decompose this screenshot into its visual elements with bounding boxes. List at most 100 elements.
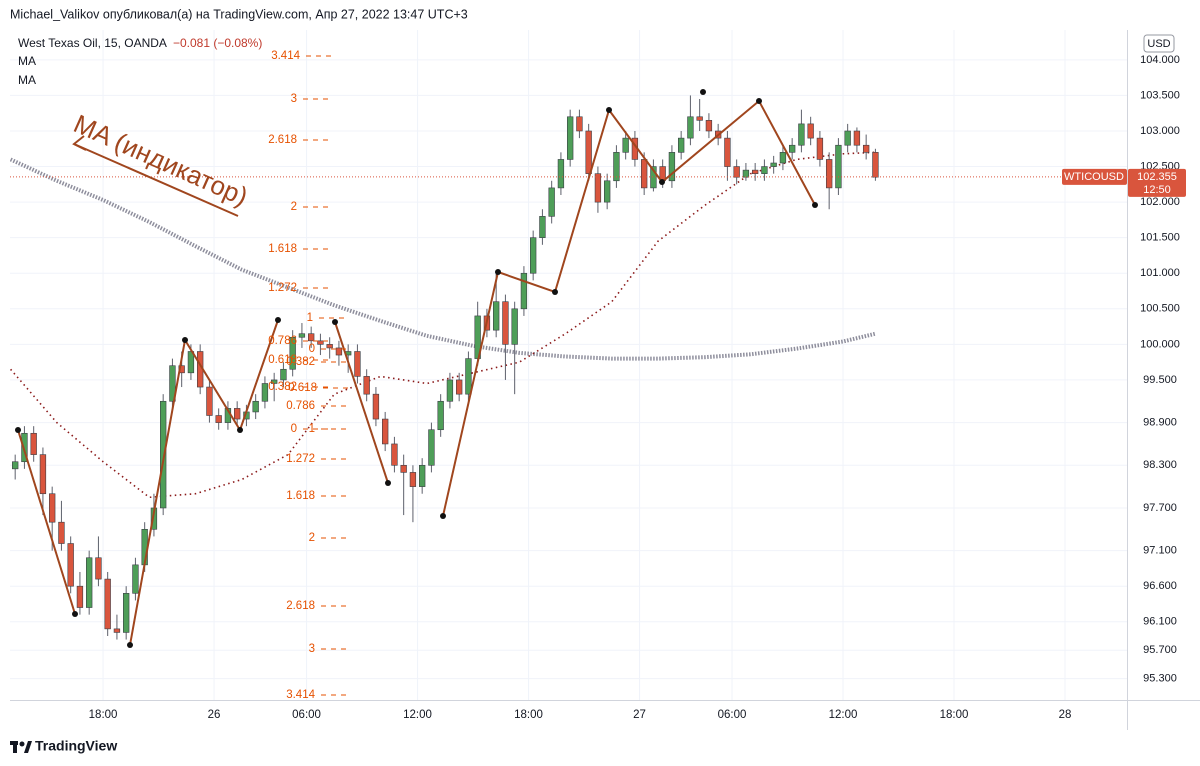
fib-levels: 3.41432.61821.6181.27210.78600.6180.3820… xyxy=(268,50,353,701)
candle-body xyxy=(529,237,537,274)
y-tick-label: 103.000 xyxy=(1140,125,1180,137)
candle-body xyxy=(335,347,343,356)
candle-body xyxy=(30,432,37,455)
pivot-dot xyxy=(659,179,665,185)
price-label: 102.355 xyxy=(1137,171,1177,183)
axes: 104.000103.500103.000102.500102.000101.5… xyxy=(89,54,1180,721)
candle-body xyxy=(86,557,93,608)
candle-body xyxy=(67,543,74,587)
candle-body xyxy=(252,400,259,413)
candle-body xyxy=(650,166,657,189)
legend-title: West Texas Oil, 15, OANDA −0.081 (−0.08%) xyxy=(18,36,262,50)
currency-button[interactable] xyxy=(1143,34,1175,53)
y-tick-label: 98.300 xyxy=(1143,459,1177,471)
candle-body xyxy=(576,116,583,132)
candle-body xyxy=(872,152,879,178)
candle-body xyxy=(446,379,454,402)
symbol-title: West Texas Oil, 15, OANDA xyxy=(18,36,167,50)
fib-label: 3.414 xyxy=(286,689,315,701)
candle-body xyxy=(844,130,851,146)
candle-body xyxy=(539,216,546,238)
candle-body xyxy=(326,344,333,349)
candle-body xyxy=(58,521,65,544)
candle-body xyxy=(613,152,620,182)
candle-body xyxy=(215,415,222,423)
candle-body xyxy=(95,557,102,580)
grid xyxy=(10,30,1127,700)
candle-body xyxy=(594,173,602,203)
pivot-dot xyxy=(812,202,818,208)
candle-body xyxy=(816,137,824,160)
y-tick-label: 95.300 xyxy=(1143,673,1177,685)
candle-body xyxy=(298,333,306,338)
candle-body xyxy=(113,628,121,633)
fib-label: 3 xyxy=(309,643,315,655)
arrow-head xyxy=(72,135,87,151)
fib-label: 0.382 xyxy=(268,381,297,393)
pivot-dot xyxy=(237,427,243,433)
candle-body xyxy=(742,169,750,178)
price-tag xyxy=(1128,168,1186,197)
candle-body xyxy=(502,301,509,345)
candle-body xyxy=(825,159,833,189)
candle-body xyxy=(668,152,676,182)
y-tick-label: 95.700 xyxy=(1143,644,1177,656)
y-tick-label: 99.500 xyxy=(1143,374,1177,386)
fib-label: 0.618 xyxy=(288,382,317,394)
header-text: Michael_Valikov опубликовал(а) на Tradin… xyxy=(10,7,468,21)
candle-body xyxy=(566,116,574,160)
fib-label: 1.272 xyxy=(286,453,315,465)
annotation-arrow xyxy=(72,135,239,217)
legend-entry: MA xyxy=(18,54,36,68)
x-tick-label: 12:00 xyxy=(829,709,858,721)
logo-part xyxy=(24,741,32,753)
candle-body xyxy=(548,187,555,217)
pivot-dot xyxy=(440,513,446,519)
candle-body xyxy=(49,493,56,523)
fib-label: 3.414 xyxy=(271,50,300,62)
candle-body xyxy=(391,443,398,466)
candle-body xyxy=(456,379,463,395)
y-tick-label: 96.100 xyxy=(1143,616,1177,628)
fib-label: 0.786 xyxy=(286,400,315,412)
pivot-dot xyxy=(15,427,21,433)
pivot-dot xyxy=(385,480,391,486)
candle-body xyxy=(770,162,777,167)
x-tick-label: 06:00 xyxy=(292,709,321,721)
candle-body xyxy=(372,393,380,420)
legend-entry: MA xyxy=(18,73,36,87)
x-tick-label: 18:00 xyxy=(940,709,969,721)
candle-body xyxy=(123,593,130,633)
candle-body xyxy=(409,472,417,487)
change-label: −0.081 (−0.08%) xyxy=(173,36,262,50)
fib-label: 2.618 xyxy=(286,600,315,612)
ma-line xyxy=(10,151,876,499)
candle-body xyxy=(400,464,407,473)
pivot-dot xyxy=(275,317,281,323)
x-tick-label: 12:00 xyxy=(403,709,432,721)
candle-body xyxy=(724,137,731,167)
candle-body xyxy=(798,123,805,146)
candle-body xyxy=(751,169,759,174)
fib-label: 0.786 xyxy=(268,335,297,347)
symbol-label: WTICOUSD xyxy=(1064,171,1124,183)
plot-layer xyxy=(10,95,1127,640)
fib-label: 1.618 xyxy=(268,243,297,255)
fib-label: 0.618 xyxy=(268,354,297,366)
y-tick-label: 100.000 xyxy=(1140,338,1180,350)
x-tick-label: 28 xyxy=(1059,709,1072,721)
y-tick-label: 97.700 xyxy=(1143,502,1177,514)
pivot-dots xyxy=(15,89,818,648)
pivot-dot xyxy=(756,98,762,104)
candle-body xyxy=(234,408,241,420)
y-tick-label: 103.500 xyxy=(1140,89,1180,101)
logo-part xyxy=(13,741,17,753)
candle-body xyxy=(603,180,611,203)
x-tick-label: 06:00 xyxy=(718,709,747,721)
candle-body xyxy=(308,333,315,342)
symbol-tag xyxy=(1062,168,1127,185)
candle-body xyxy=(807,123,814,139)
